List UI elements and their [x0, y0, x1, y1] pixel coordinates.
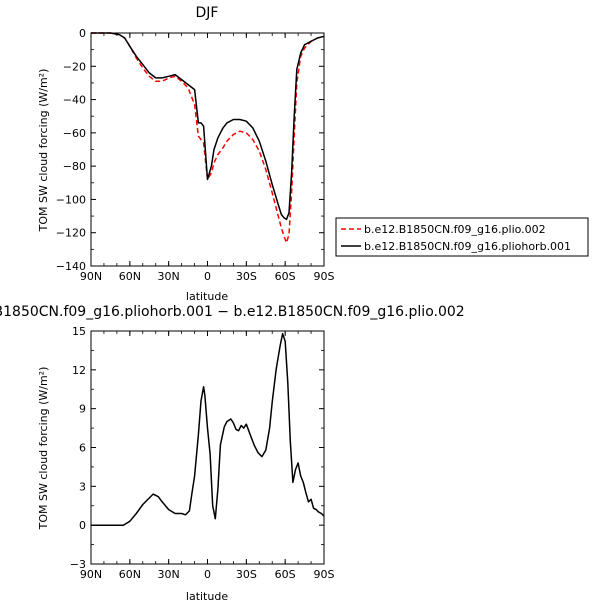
bottom-chart-title: b.e12.B1850CN.f09_g16.pliohorb.001 − b.e…	[0, 304, 465, 320]
bottom-plot-frame	[90, 330, 325, 565]
bottom-y-tick-label: 12	[72, 364, 86, 377]
bottom-panel: b.e12.B1850CN.f09_g16.pliohorb.001 − b.e…	[0, 304, 465, 603]
bottom-y-tick-label: −3	[70, 558, 86, 571]
bottom-y-tick-label: 15	[72, 325, 86, 338]
top-x-tick-label: 60N	[119, 270, 141, 283]
bottom-x-tick-label: 60N	[119, 568, 141, 581]
top-series-group	[91, 32, 325, 244]
top-plot-frame	[90, 32, 325, 267]
bottom-x-tick-label: 90S	[314, 568, 335, 581]
legend-entry-plio: b.e12.B1850CN.f09_g16.plio.002	[364, 223, 546, 236]
top-y-tick-label: 0	[79, 27, 86, 40]
top-x-tick-label: 30N	[158, 270, 180, 283]
bottom-x-tick-label: 90N	[80, 568, 102, 581]
top-y-tick-label: −80	[63, 160, 86, 173]
bottom-y-tick-label: 6	[79, 442, 86, 455]
bottom-x-tick-label: 30S	[236, 568, 257, 581]
top-series-line-1	[91, 32, 325, 221]
top-y-tick-label: −40	[63, 94, 86, 107]
legend: b.e12.B1850CN.f09_g16.plio.002 b.e12.B18…	[335, 217, 589, 257]
bottom-x-tick-label: 60S	[275, 568, 296, 581]
bottom-y-tick-label: 3	[79, 480, 86, 493]
legend-box	[335, 217, 589, 257]
top-y-tick-label: −100	[56, 193, 86, 206]
top-y-tick-label: −60	[63, 127, 86, 140]
top-panel: DJF 90N 60N 30N 0 30S 60S 90S 0 −20 −40 −60 −80 −100…	[37, 5, 335, 303]
top-x-tick-label: 30S	[236, 270, 257, 283]
bottom-x-tick-label: 0	[204, 568, 211, 581]
top-x-tick-label: 60S	[275, 270, 296, 283]
top-y-tick-label: −20	[63, 60, 86, 73]
top-axes: 90N 60N 30N 0 30S 60S 90S 0 −20 −40 −60 −80 −100 −120…	[56, 27, 335, 283]
top-series-line-0	[91, 32, 325, 244]
bottom-axes: 90N 60N 30N 0 30S 60S 90S 15 12 9 6 3 0 −3	[70, 325, 335, 581]
top-x-tick-label: 90S	[314, 270, 335, 283]
bottom-y-axis-label: TOM SW cloud forcing (W/m²)	[37, 367, 50, 531]
top-x-tick-label: 0	[204, 270, 211, 283]
bottom-x-tick-label: 30N	[158, 568, 180, 581]
bottom-y-tick-label: 0	[79, 519, 86, 532]
top-chart-title: DJF	[196, 5, 219, 21]
bottom-series-group	[91, 332, 325, 526]
top-y-tick-label: −120	[56, 227, 86, 240]
top-y-tick-label: −140	[56, 260, 86, 273]
top-x-axis-label: latitude	[186, 290, 228, 303]
bottom-x-axis-label: latitude	[186, 590, 228, 603]
legend-entry-pliohorb: b.e12.B1850CN.f09_g16.pliohorb.001	[364, 240, 571, 253]
bottom-series-line-0	[91, 332, 325, 526]
top-y-axis-label: TOM SW cloud forcing (W/m²)	[37, 69, 50, 233]
top-x-tick-label: 90N	[80, 270, 102, 283]
bottom-y-tick-label: 9	[79, 403, 86, 416]
